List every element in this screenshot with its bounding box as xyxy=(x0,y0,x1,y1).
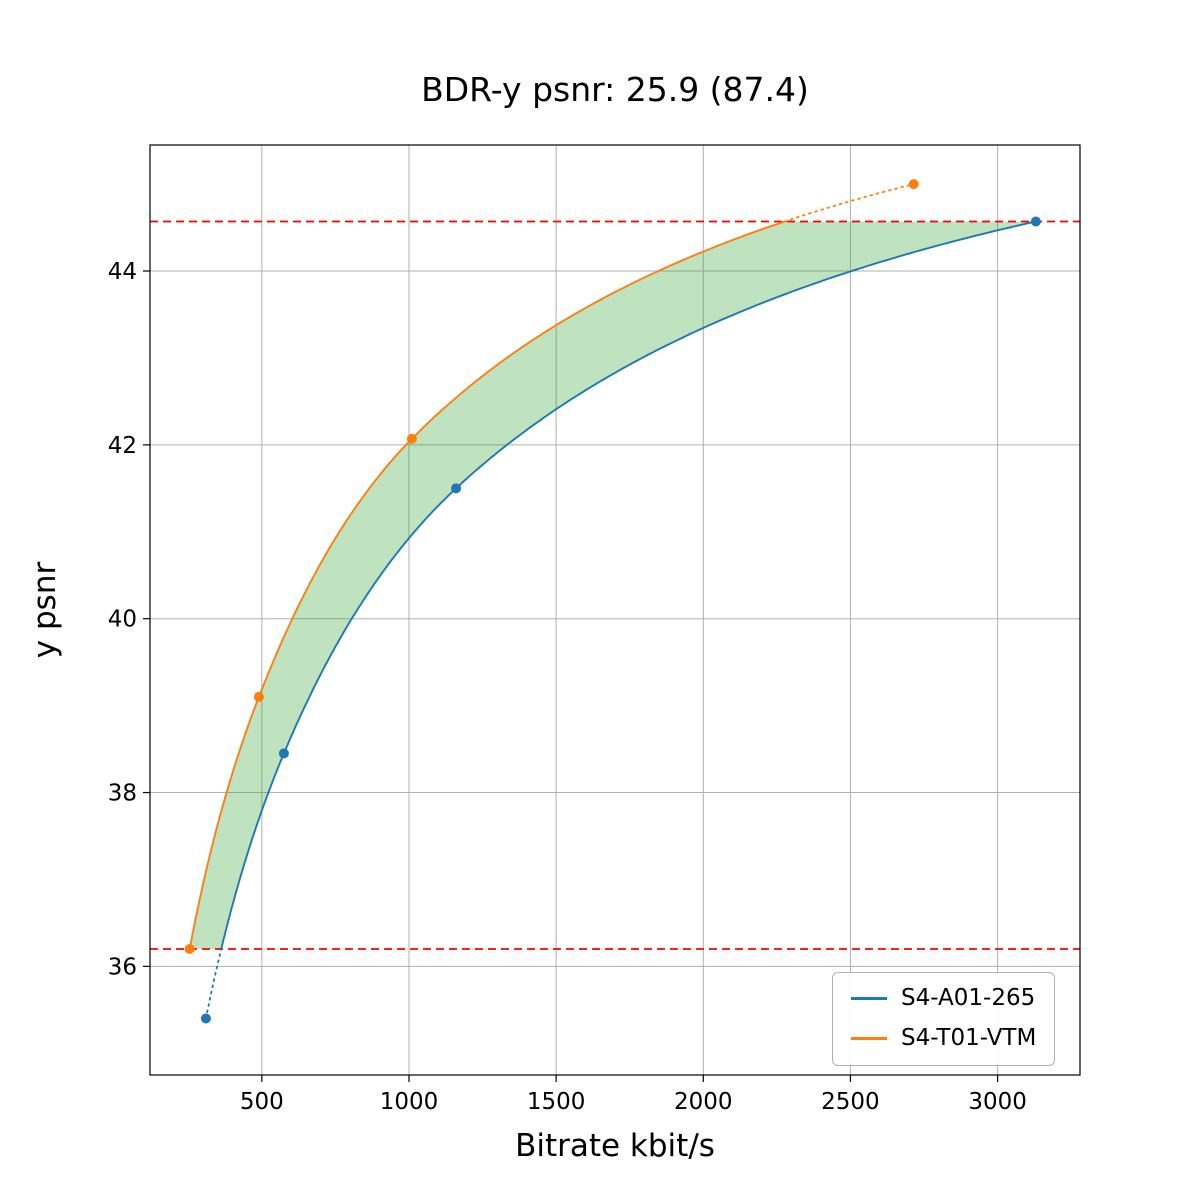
legend: S4-A01-265 S4-T01-VTM xyxy=(832,972,1056,1066)
svg-text:500: 500 xyxy=(240,1089,284,1115)
svg-text:2000: 2000 xyxy=(674,1089,733,1115)
y-axis-label: y psnr xyxy=(27,561,63,659)
svg-text:3000: 3000 xyxy=(968,1089,1027,1115)
legend-label: S4-A01-265 xyxy=(901,985,1036,1011)
legend-line-icon xyxy=(851,997,887,1001)
legend-item-s4-t01-vtm: S4-T01-VTM xyxy=(851,1025,1037,1052)
svg-text:1500: 1500 xyxy=(527,1089,586,1115)
legend-line-icon xyxy=(851,1037,887,1041)
svg-text:44: 44 xyxy=(108,259,137,285)
svg-text:42: 42 xyxy=(108,433,137,459)
svg-text:36: 36 xyxy=(108,954,137,980)
chart-title: BDR-y psnr: 25.9 (87.4) xyxy=(421,70,809,109)
legend-label: S4-T01-VTM xyxy=(901,1025,1037,1052)
svg-text:38: 38 xyxy=(108,781,137,807)
svg-text:40: 40 xyxy=(108,607,137,633)
x-axis-label: Bitrate kbit/s xyxy=(515,1128,715,1164)
svg-text:2500: 2500 xyxy=(821,1089,880,1115)
svg-text:1000: 1000 xyxy=(380,1089,439,1115)
legend-item-s4-a01-265: S4-A01-265 xyxy=(851,985,1036,1011)
